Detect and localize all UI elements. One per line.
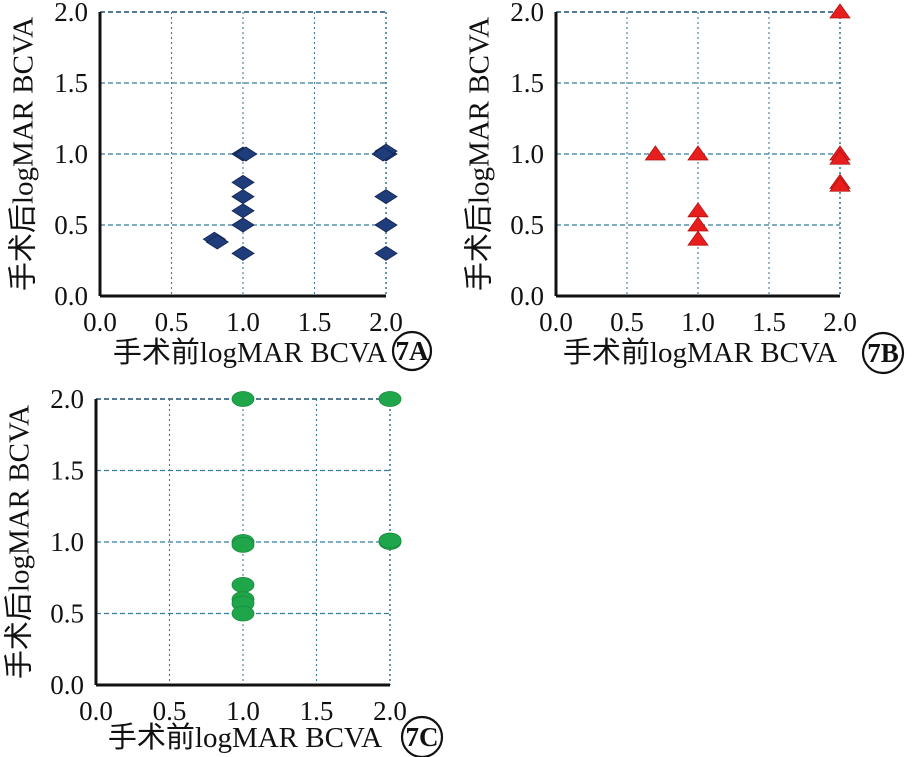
y-axis-title: 手术后logMAR BCVA [7, 17, 40, 291]
data-point-diamond [371, 146, 395, 162]
x-tick-label: 1.5 [752, 307, 786, 337]
y-tick-label: 2.0 [54, 0, 88, 27]
data-point-circle [378, 391, 402, 407]
x-axis-title: 手术前logMAR BCVA [563, 336, 837, 369]
x-tick-label: 0.5 [610, 307, 644, 337]
x-tick-label: 0.0 [83, 307, 117, 337]
x-tick-label: 1.0 [226, 307, 260, 337]
data-point-triangle [644, 145, 667, 161]
y-tick-label: 1.5 [50, 456, 84, 486]
data-point-triangle [687, 202, 709, 218]
data-point-diamond [231, 174, 255, 190]
data-point-circle [231, 536, 255, 553]
y-tick-label: 2.0 [50, 384, 84, 414]
panel-badge-label: 7A [396, 336, 430, 366]
x-tick-label: 2.0 [373, 696, 407, 726]
y-axis-title: 手术后logMAR BCVA [463, 17, 496, 291]
data-point-diamond [374, 245, 398, 261]
chart-7A: 0.00.51.01.52.00.0 0.5 1.0 1.5 2.0手术前logMAR … [7, 0, 433, 372]
data-point-triangle [687, 230, 709, 246]
data-point-triangle [829, 3, 851, 19]
data-point-circle [378, 532, 402, 549]
y-axis-title: 手术后logMAR BCVA [3, 405, 36, 679]
x-tick-label: 1.5 [300, 696, 334, 726]
panel-badge-circle [861, 331, 905, 375]
panel-badge-circle [391, 330, 433, 372]
panel-badge-circle [400, 715, 444, 757]
y-tick-label: 0.0 [510, 281, 544, 311]
panel-badge-label: 7B [867, 338, 899, 368]
data-point-triangle [687, 145, 709, 161]
y-tick-label: 0.0 [54, 281, 88, 311]
x-tick-label: 0.5 [153, 696, 187, 726]
x-axis-title: 手术前logMAR BCVA [108, 721, 382, 754]
y-tick-label: 2.0 [510, 0, 544, 27]
data-point-circle [231, 605, 255, 622]
y-tick-label: 0.5 [510, 210, 544, 240]
data-point-diamond [231, 189, 255, 205]
y-tick-label: 1.0 [54, 139, 88, 169]
y-tick-label: 1.5 [54, 68, 88, 98]
data-point-circle [231, 391, 255, 407]
y-tick-label: 0.0 [50, 670, 84, 700]
data-point-triangle [687, 216, 709, 232]
x-tick-label: 2.0 [823, 307, 857, 337]
x-tick-label: 0.5 [155, 307, 189, 337]
x-tick-label: 2.0 [369, 307, 403, 337]
chart-7B: 0.00.51.01.52.00.0 0.5 1.0 1.5 2.0手术前logMAR … [463, 0, 905, 375]
data-point-diamond [374, 217, 398, 233]
y-tick-label: 0.5 [50, 599, 84, 629]
data-point-diamond [231, 203, 255, 219]
data-point-diamond [234, 146, 258, 162]
x-tick-label: 1.0 [226, 696, 260, 726]
x-tick-label: 1.5 [298, 307, 332, 337]
y-tick-label: 1.0 [50, 527, 84, 557]
x-tick-label: 0.0 [539, 307, 573, 337]
data-point-circle [231, 577, 255, 593]
chart-7C: 0.00.51.01.52.00.0 0.5 1.0 1.5 2.0手术前logMAR … [3, 384, 444, 757]
data-point-diamond [374, 189, 398, 205]
data-point-diamond [231, 245, 255, 261]
x-tick-label: 1.0 [681, 307, 715, 337]
data-point-triangle [829, 149, 851, 165]
data-point-triangle [829, 176, 851, 192]
x-axis-title: 手术前logMAR BCVA [113, 336, 387, 369]
x-tick-label: 0.0 [79, 696, 113, 726]
y-tick-label: 0.5 [54, 210, 88, 240]
data-point-diamond [205, 234, 230, 250]
y-tick-label: 1.5 [510, 68, 544, 98]
panel-badge-label: 7C [406, 722, 439, 752]
y-tick-label: 1.0 [510, 139, 544, 169]
data-point-diamond [231, 217, 255, 233]
